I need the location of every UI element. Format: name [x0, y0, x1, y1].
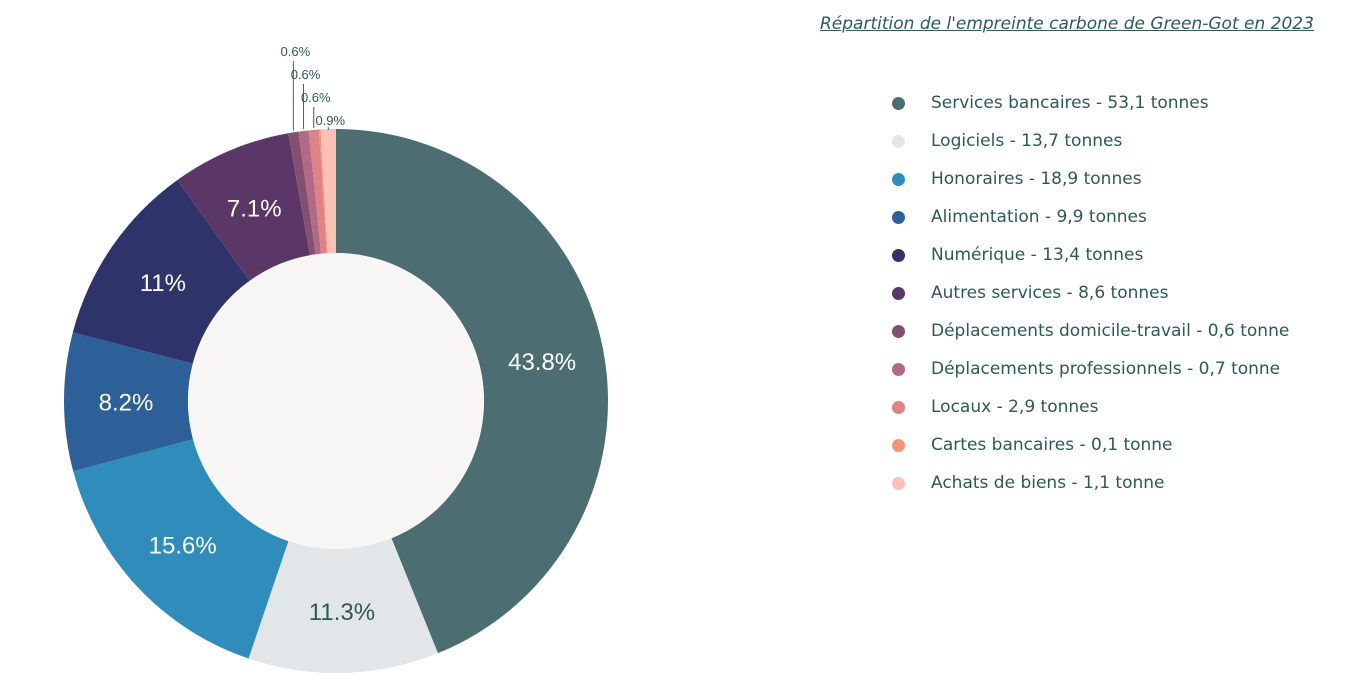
- legend-item: Logiciels - 13,7 tonnes: [892, 122, 1289, 160]
- legend-item: Numérique - 13,4 tonnes: [892, 236, 1289, 274]
- legend-item: Cartes bancaires - 0,1 tonne: [892, 426, 1289, 464]
- legend-item: Locaux - 2,9 tonnes: [892, 388, 1289, 426]
- legend-swatch: [892, 210, 905, 224]
- legend-swatch: [892, 248, 905, 262]
- donut-slice-1: [336, 129, 609, 654]
- legend-label: Autres services - 8,6 tonnes: [931, 283, 1169, 303]
- donut-slice-7: [288, 131, 316, 256]
- donut-slice-11: [320, 129, 336, 254]
- legend-swatch: [892, 438, 905, 452]
- legend-label: Déplacements professionnels - 0,7 tonne: [931, 359, 1281, 379]
- legend-item: Honoraires - 18,9 tonnes: [892, 160, 1289, 198]
- legend-label: Locaux - 2,9 tonnes: [931, 397, 1099, 417]
- donut-slice-9: [308, 129, 327, 254]
- legend-item: Déplacements professionnels - 0,7 tonne: [892, 350, 1289, 388]
- donut-slice-5: [72, 180, 250, 364]
- legend-swatch: [892, 476, 905, 490]
- legend-swatch: [892, 286, 905, 300]
- legend-label: Honoraires - 18,9 tonnes: [931, 169, 1142, 189]
- donut-slice-6: [177, 133, 311, 281]
- slice-label-1: 43.8%: [508, 349, 576, 376]
- legend-label: Cartes bancaires - 0,1 tonne: [931, 435, 1173, 455]
- slice-label-11: 0.9%: [315, 113, 345, 128]
- slice-label-4: 8.2%: [99, 390, 154, 417]
- legend-label: Alimentation - 9,9 tonnes: [931, 207, 1147, 227]
- legend-label: Déplacements domicile-travail - 0,6 tonn…: [931, 321, 1290, 341]
- donut-slice-10: [318, 129, 328, 254]
- donut-center: [188, 253, 484, 549]
- donut-slice-3: [73, 439, 289, 659]
- donut-slice-2: [248, 538, 438, 673]
- legend-item: Déplacements domicile-travail - 0,6 tonn…: [892, 312, 1289, 350]
- slice-label-2: 11.3%: [309, 599, 375, 626]
- legend-swatch: [892, 324, 905, 338]
- legend-label: Services bancaires - 53,1 tonnes: [931, 93, 1209, 113]
- legend-item: Autres services - 8,6 tonnes: [892, 274, 1289, 312]
- slice-label-5: 11%: [140, 270, 186, 297]
- slice-label-3: 15.6%: [149, 533, 217, 560]
- legend-label: Achats de biens - 1,1 tonne: [931, 473, 1165, 493]
- chart-legend: Services bancaires - 53,1 tonnes Logiciel…: [892, 84, 1289, 502]
- chart-title: Répartition de l'empreinte carbone de Gr…: [820, 14, 1314, 34]
- legend-swatch: [892, 134, 905, 148]
- legend-swatch: [892, 96, 905, 110]
- donut-slice-4: [63, 332, 194, 472]
- donut-slice-8: [298, 130, 322, 255]
- legend-item: Alimentation - 9,9 tonnes: [892, 198, 1289, 236]
- legend-item: Achats de biens - 1,1 tonne: [892, 464, 1289, 502]
- legend-swatch: [892, 362, 905, 376]
- legend-item: Services bancaires - 53,1 tonnes: [892, 84, 1289, 122]
- slice-label-6: 7.1%: [227, 196, 282, 223]
- legend-swatch: [892, 172, 905, 186]
- legend-label: Logiciels - 13,7 tonnes: [931, 131, 1123, 151]
- slice-label-7: 0.6%: [281, 44, 311, 59]
- legend-swatch: [892, 400, 905, 414]
- slice-label-9: 0.6%: [301, 90, 331, 105]
- slice-label-8: 0.6%: [291, 67, 321, 82]
- legend-label: Numérique - 13,4 tonnes: [931, 245, 1144, 265]
- donut-chart: 43.8% 11.3% 15.6% 8.2% 11% 7.1% 0.6% 0.6% 0.6% 0.…: [63, 44, 609, 673]
